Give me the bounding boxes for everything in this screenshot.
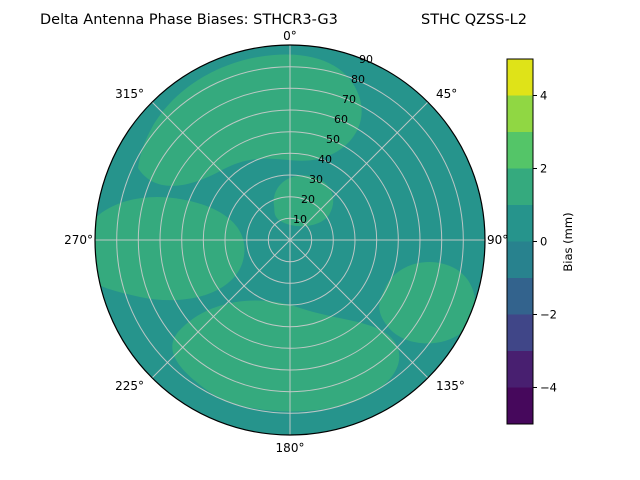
colorbar-tick-label-neg2: −2 — [540, 308, 557, 322]
colorbar-tick-label-0: 0 — [540, 235, 547, 249]
elevation-label-60: 60 — [334, 113, 348, 126]
contour-region-center — [273, 175, 334, 227]
colorbar-band — [507, 387, 533, 424]
grid-spoke — [289, 101, 429, 241]
elevation-label-30: 30 — [309, 173, 323, 186]
colorbar-ticks — [533, 95, 537, 388]
colorbar-tick-labels: 4 2 0 −2 −4 — [540, 89, 557, 395]
azimuth-label-45: 45° — [436, 87, 457, 101]
elevation-label-50: 50 — [326, 133, 340, 146]
colorbar-band — [507, 168, 533, 205]
azimuth-label-315: 315° — [115, 87, 144, 101]
colorbar-tick-label-4: 4 — [540, 89, 547, 103]
contour-region-lower-right — [379, 262, 476, 344]
azimuth-label-270: 270° — [64, 233, 93, 247]
elevation-label-20: 20 — [301, 193, 315, 206]
azimuth-label-90: 90° — [487, 233, 508, 247]
colorbar: 4 2 0 −2 −4 Bias (mm) — [506, 58, 575, 425]
azimuth-label-135: 135° — [436, 379, 465, 393]
colorbar-band — [507, 351, 533, 388]
grid-spoke — [151, 239, 291, 379]
elevation-label-80: 80 — [351, 73, 365, 86]
contour-region-left — [95, 197, 245, 301]
colorbar-tick-label-neg4: −4 — [540, 381, 557, 395]
elevation-label-70: 70 — [342, 93, 356, 106]
colorbar-band — [507, 132, 533, 169]
contour-region-bottom — [172, 300, 400, 412]
azimuth-label-0: 0° — [283, 29, 297, 43]
colorbar-band — [507, 95, 533, 132]
contour-high-regions — [95, 54, 476, 412]
colorbar-tick-label-2: 2 — [540, 162, 547, 176]
colorbar-band — [507, 205, 533, 242]
grid-spoke — [289, 239, 429, 379]
azimuth-label-225: 225° — [115, 379, 144, 393]
azimuth-tick-labels: 0° 45° 90° 135° 180° 225° 270° 315° — [64, 29, 508, 455]
polar-grid-spokes — [95, 45, 485, 435]
colorbar-band — [507, 59, 533, 96]
grid-spoke — [151, 101, 291, 241]
azimuth-label-180: 180° — [276, 441, 305, 455]
chart-title-left: Delta Antenna Phase Biases: STHCR3-G3 — [40, 12, 338, 28]
colorbar-axis-label: Bias (mm) — [561, 212, 575, 271]
elevation-label-10: 10 — [293, 213, 307, 226]
colorbar-band — [507, 241, 533, 278]
colorbar-band — [507, 278, 533, 315]
colorbar-band — [507, 314, 533, 351]
elevation-tick-labels: 10 20 30 40 50 60 70 80 90 — [293, 53, 373, 226]
polar-outline — [94, 44, 486, 436]
elevation-label-40: 40 — [318, 153, 332, 166]
elevation-label-90: 90 — [359, 53, 373, 66]
chart-title-right: STHC QZSS-L2 — [421, 12, 527, 28]
